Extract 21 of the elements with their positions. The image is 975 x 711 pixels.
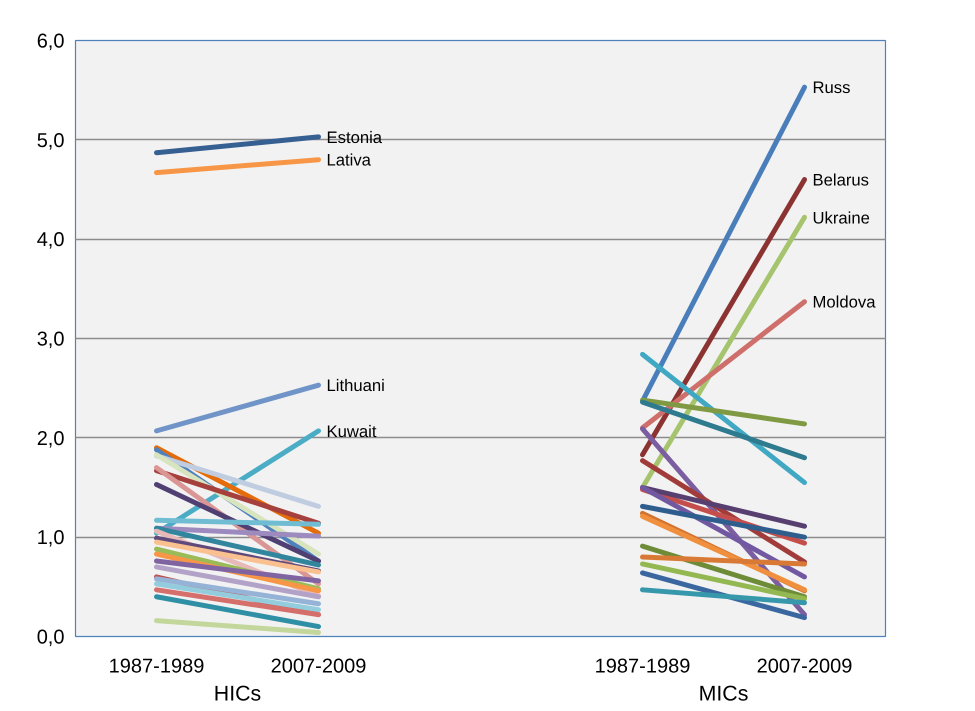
text: MICs: [698, 682, 748, 706]
y-tick-label: 3,0: [36, 328, 65, 350]
x-tick-label: 2007-2009: [270, 656, 366, 678]
y-tick-label: 0,0: [36, 626, 65, 648]
series-label: Lithuani: [326, 376, 385, 396]
series-label: Moldova: [812, 292, 876, 312]
series-label: Estonia: [326, 128, 383, 147]
y-tick-label: 4,0: [36, 229, 65, 252]
series-label: Russ: [812, 78, 850, 98]
x-tick-label: 1987-1989: [594, 656, 690, 678]
x-tick-label: 1987-1989: [108, 656, 204, 678]
y-tick-label: 2,0: [36, 428, 65, 450]
x-tick-label: 2007-2009: [756, 656, 852, 678]
y-tick-label: 6,0: [36, 30, 65, 52]
text: HICs: [214, 682, 262, 706]
y-tick-label: 1,0: [36, 527, 65, 550]
series-label: Kuwait: [326, 422, 377, 441]
series-label: Ukraine: [812, 208, 870, 228]
series-label: Lativa: [326, 150, 372, 170]
y-tick-label: 5,0: [36, 130, 65, 152]
series-label: Belarus: [812, 170, 869, 190]
